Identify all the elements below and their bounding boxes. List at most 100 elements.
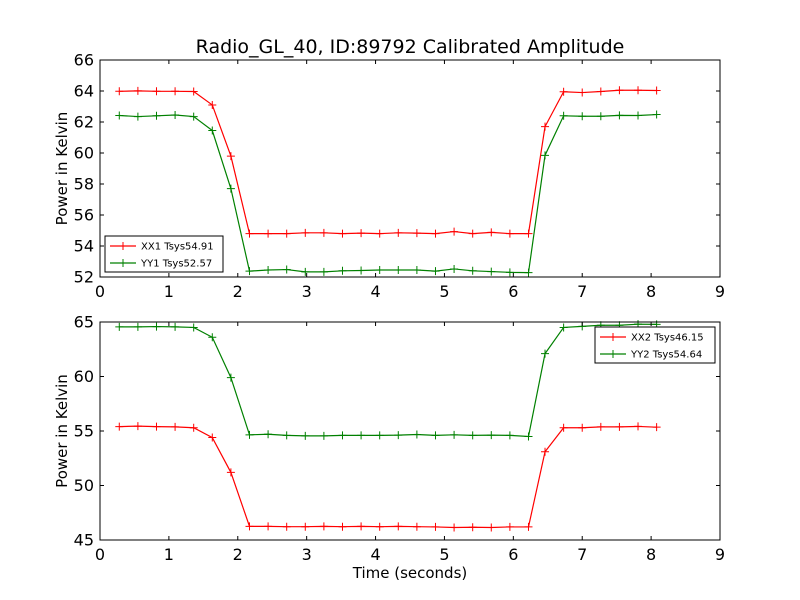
data-point-marker [634,422,643,431]
data-point-marker [634,111,643,120]
data-point-marker [394,266,403,275]
data-point-marker [559,323,568,332]
x-tick-label: 3 [302,545,312,564]
data-point-marker [505,522,514,531]
y-axis-label: Power in Kelvin [53,112,71,226]
data-point-marker [431,431,440,440]
data-point-marker [282,265,291,274]
legend-marker [609,333,617,341]
data-point-marker [634,86,643,95]
data-point-marker [615,422,624,431]
data-point-marker [189,323,198,332]
data-point-marker [152,87,161,96]
x-tick-label: 9 [715,282,725,301]
data-point-marker [468,266,477,275]
data-point-marker [115,322,124,331]
data-point-marker [487,267,496,276]
data-point-marker [487,228,496,237]
data-point-marker [171,322,180,331]
data-point-marker [264,266,273,275]
data-point-marker [338,266,347,275]
chart-title: Radio_GL_40, ID:89792 Calibrated Amplitu… [196,36,625,58]
x-tick-label: 6 [508,282,518,301]
data-point-marker [264,522,273,531]
data-point-marker [189,112,198,121]
y-tick-label: 54 [74,237,94,256]
x-tick-label: 9 [715,545,725,564]
data-point-marker [559,111,568,120]
data-point-marker [282,229,291,238]
data-point-marker [133,322,142,331]
data-point-marker [559,423,568,432]
data-point-marker [208,126,217,135]
plot-frame [99,59,721,278]
x-tick-label: 7 [577,545,587,564]
data-point-marker [450,227,459,236]
data-point-marker [226,468,235,477]
x-tick-label: 5 [439,545,449,564]
data-point-marker [541,122,550,131]
data-point-marker [412,229,421,238]
data-point-marker [115,422,124,431]
data-point-marker [171,111,180,120]
data-point-marker [301,431,310,440]
data-point-marker [282,431,291,440]
data-point-marker [524,432,533,441]
x-tick-label: 4 [370,282,380,301]
data-point-marker [375,522,384,531]
legend-marker [119,259,127,267]
data-point-marker [524,229,533,238]
data-point-marker [301,228,310,237]
x-tick-label: 3 [302,282,312,301]
data-point-marker [578,423,587,432]
data-point-marker [171,422,180,431]
data-point-marker [264,430,273,439]
x-tick-label: 1 [164,282,174,301]
y-tick-label: 55 [74,422,94,441]
data-point-marker [152,322,161,331]
y-tick-label: 62 [74,113,94,132]
y-tick-label: 60 [74,144,94,163]
data-point-marker [524,268,533,277]
data-point-marker [375,229,384,238]
y-tick-label: 65 [74,313,94,332]
data-point-marker [431,522,440,531]
data-point-marker [450,264,459,273]
data-point-marker [133,112,142,121]
legend-marker [609,350,617,358]
y-tick-label: 60 [74,367,94,386]
data-point-marker [652,86,661,95]
x-tick-label: 5 [439,282,449,301]
y-tick-label: 56 [74,206,94,225]
data-point-marker [541,349,550,358]
data-point-marker [524,522,533,531]
legend-entry-2: YY2 Tsys54.64 [630,350,702,361]
data-point-marker [578,88,587,97]
data-point-marker [152,111,161,120]
data-point-marker [357,229,366,238]
legend-marker [119,242,127,250]
data-point-marker [578,112,587,121]
y-axis-label: Power in Kelvin [53,374,71,488]
data-point-marker [189,423,198,432]
data-point-marker [357,522,366,531]
data-point-marker [338,431,347,440]
x-tick-label: 7 [577,282,587,301]
data-point-marker [596,112,605,121]
data-point-marker [412,430,421,439]
data-point-marker [338,229,347,238]
data-point-marker [226,373,235,382]
data-point-marker [431,267,440,276]
y-tick-label: 58 [74,175,94,194]
data-point-marker [245,229,254,238]
legend-box [104,235,224,273]
data-point-marker [394,228,403,237]
data-point-marker [596,422,605,431]
data-point-marker [394,522,403,531]
data-point-marker [338,522,347,531]
x-tick-label: 2 [233,545,243,564]
x-tick-label: 1 [164,545,174,564]
data-point-marker [431,229,440,238]
